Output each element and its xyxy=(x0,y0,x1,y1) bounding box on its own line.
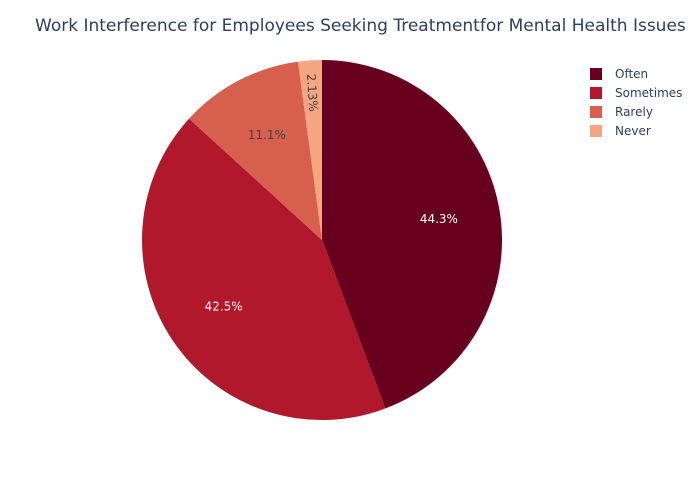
legend-label-never[interactable]: Never xyxy=(615,124,651,138)
pie-slices xyxy=(141,60,503,421)
legend-swatch-never[interactable] xyxy=(590,125,602,137)
pie-slice-often xyxy=(322,60,503,409)
legend-swatch-rarely[interactable] xyxy=(590,106,602,118)
chart-title: Work Interference for Employees Seeking … xyxy=(35,16,686,36)
slice-label-often: 44.3% xyxy=(420,212,458,226)
pie-slice-sometimes xyxy=(141,118,386,421)
pie-slice-labels: 44.3% 42.5% 11.1% 2.13% xyxy=(205,73,458,313)
legend-swatch-sometimes[interactable] xyxy=(590,87,602,99)
legend: Often Sometimes Rarely Never xyxy=(590,67,682,138)
legend-label-rarely[interactable]: Rarely xyxy=(615,105,653,119)
legend-label-sometimes[interactable]: Sometimes xyxy=(615,86,682,100)
slice-label-sometimes: 42.5% xyxy=(205,300,243,314)
slice-label-never: 2.13% xyxy=(304,73,321,112)
pie-slice-rarely xyxy=(189,61,322,241)
legend-label-often[interactable]: Often xyxy=(615,67,648,81)
slice-label-rarely: 11.1% xyxy=(248,128,286,142)
pie-slice-never xyxy=(297,60,322,240)
legend-swatch-often[interactable] xyxy=(590,68,602,80)
